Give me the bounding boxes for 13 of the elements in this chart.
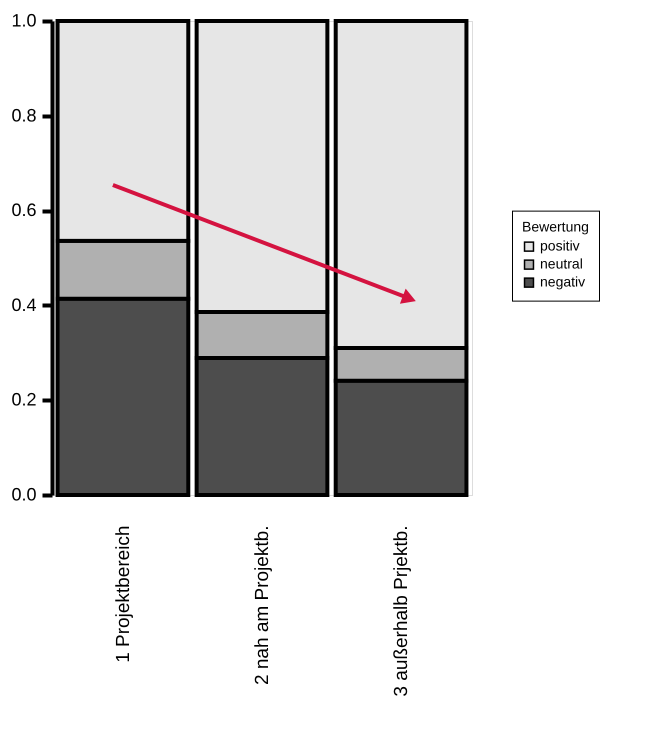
y-tick-label: 0.2 [11, 390, 36, 410]
legend-label: negativ [540, 274, 586, 290]
y-tick-label: 0.4 [11, 294, 36, 315]
legend-title: Bewertung [522, 218, 589, 235]
y-tick-label: 0.6 [11, 200, 36, 220]
x-tick-label: 2 nah am Projektb. [252, 526, 273, 685]
y-tick-label: 0.0 [11, 484, 36, 504]
legend-label: neutral [540, 256, 583, 272]
y-tick-label: 1.0 [11, 10, 36, 30]
x-tick-label: 1 Projektbereich [112, 526, 134, 663]
y-tick-label: 0.8 [11, 105, 36, 126]
x-tick-label: 3 außerhalb Prjektb. [391, 526, 412, 697]
legend-label: positiv [540, 238, 580, 254]
